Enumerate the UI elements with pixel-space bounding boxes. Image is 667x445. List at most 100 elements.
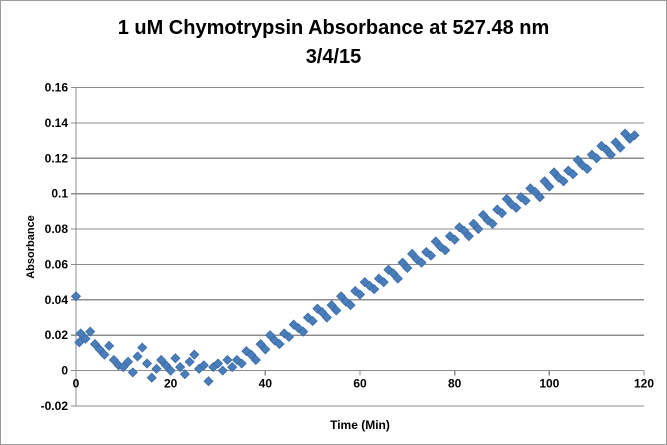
data-point <box>369 284 380 295</box>
data-point <box>582 163 593 174</box>
data-point <box>354 289 366 300</box>
data-point <box>170 353 181 364</box>
y-tick-label: 0.08 <box>45 222 69 236</box>
data-point <box>189 349 200 360</box>
y-tick-label: 0.14 <box>45 116 69 130</box>
data-point <box>179 369 190 380</box>
data-point <box>236 358 247 369</box>
x-tick-label: 0 <box>73 377 80 391</box>
data-point <box>615 142 626 153</box>
data-point <box>563 165 574 176</box>
y-tick-label: 0.04 <box>45 293 69 307</box>
data-point <box>591 153 602 164</box>
data-point <box>175 362 186 373</box>
data-point <box>118 362 129 373</box>
data-point <box>260 344 271 355</box>
data-point <box>345 300 356 311</box>
data-point <box>558 176 569 187</box>
y-axis-title: Absorbance <box>25 215 37 279</box>
data-point <box>104 340 115 351</box>
data-point <box>307 316 318 327</box>
data-point <box>269 335 280 346</box>
data-point <box>331 305 342 316</box>
data-point <box>520 195 531 206</box>
data-point <box>397 257 408 268</box>
data-point <box>227 362 238 373</box>
data-point <box>511 202 522 213</box>
data-point <box>94 344 105 355</box>
data-point <box>336 291 347 302</box>
data-point <box>459 225 470 236</box>
data-point <box>255 339 266 350</box>
data-point <box>279 328 290 339</box>
data-point <box>610 137 621 148</box>
data-point <box>530 186 541 197</box>
data-point <box>473 223 484 235</box>
data-point <box>487 218 498 229</box>
data-point <box>326 300 337 311</box>
data-point <box>137 342 148 353</box>
data-point <box>567 169 579 180</box>
data-point <box>75 328 86 339</box>
data-point <box>217 365 228 376</box>
data-point <box>312 303 323 314</box>
data-point <box>463 231 474 242</box>
data-point <box>435 241 446 252</box>
chart-title-line2: 3/4/15 <box>305 46 362 68</box>
data-point <box>496 208 508 219</box>
data-point <box>250 354 261 366</box>
y-tick-label: 0 <box>61 364 68 378</box>
chart-title: 1 uM Chymotrypsin Absorbance at 527.48 n… <box>1 14 666 72</box>
data-point <box>99 349 110 360</box>
data-point <box>492 204 503 215</box>
data-point <box>321 312 332 323</box>
data-point <box>549 167 560 178</box>
data-point <box>265 330 276 341</box>
data-point <box>544 181 555 192</box>
data-point <box>449 234 460 245</box>
data-point <box>283 331 295 343</box>
y-tick-label: 0.02 <box>45 328 69 342</box>
data-point <box>416 257 427 268</box>
data-point <box>141 358 153 369</box>
data-point <box>601 144 612 155</box>
data-point <box>340 296 351 307</box>
data-point <box>274 339 285 350</box>
data-point <box>160 360 171 371</box>
y-tick-label: -0.02 <box>41 399 69 413</box>
data-point <box>440 245 451 256</box>
data-point <box>468 218 479 229</box>
data-point <box>605 149 616 160</box>
data-point <box>89 339 100 350</box>
x-tick-label: 120 <box>634 377 654 391</box>
data-point <box>123 356 134 367</box>
data-point <box>629 130 640 141</box>
data-point <box>127 367 138 378</box>
data-point <box>151 363 162 374</box>
data-point <box>80 333 91 344</box>
data-point <box>203 376 214 387</box>
data-point <box>388 268 399 279</box>
data-point <box>534 192 545 203</box>
x-tick-label: 40 <box>259 377 273 391</box>
data-point <box>515 192 526 203</box>
data-point <box>108 354 119 366</box>
data-point <box>392 273 403 284</box>
x-tick-label: 100 <box>539 377 559 391</box>
data-point <box>132 351 143 362</box>
data-point <box>402 262 413 274</box>
y-tick-label: 0.1 <box>51 187 68 201</box>
y-tick-label: 0.12 <box>45 151 69 165</box>
data-point <box>430 236 441 247</box>
data-point <box>74 337 85 348</box>
data-point <box>317 307 328 318</box>
x-axis-title: Time (Min) <box>330 418 390 432</box>
data-point <box>425 250 437 261</box>
x-tick-label: 80 <box>448 377 462 391</box>
data-point <box>146 372 157 383</box>
y-tick-label: 0.16 <box>45 81 69 95</box>
data-point <box>572 154 583 166</box>
data-point <box>198 360 209 371</box>
data-point <box>222 354 233 366</box>
